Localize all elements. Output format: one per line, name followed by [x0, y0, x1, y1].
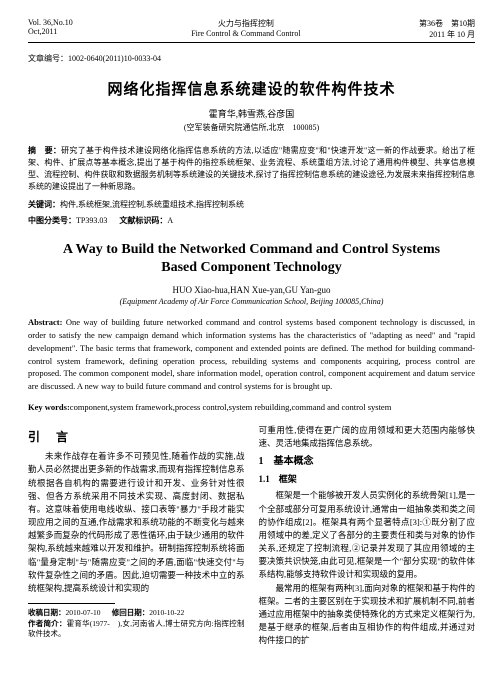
- journal-title-en: Fire Control & Command Control: [191, 29, 300, 38]
- keywords-en-label: Key words:: [28, 402, 70, 412]
- page-root: Vol. 36,No.10 Oct,2011 火力与指挥控制 Fire Cont…: [0, 0, 503, 665]
- rev-date: 2010-10-22: [149, 608, 184, 617]
- intro-heading: 引 言: [28, 428, 245, 447]
- section-1-heading: 1 基本概念: [259, 454, 476, 470]
- journal-title-cn: 火力与指挥控制: [191, 18, 300, 29]
- keywords-cn-text: 构件,系统框架,流程控制,系统重组技术,指挥控制系统: [60, 200, 244, 209]
- section-1-1-para1: 框架是一个能够被开发人员实例化的系统骨架[1],是一个全部或部分可复用系统设计,…: [259, 489, 476, 581]
- keywords-en: Key words:component,system framework,pro…: [28, 401, 475, 414]
- abstract-en-text: One way of building future networked com…: [28, 317, 475, 391]
- authors-en: HUO Xiao-hua,HAN Xue-yan,GU Yan-guo: [28, 285, 475, 295]
- running-header: Vol. 36,No.10 Oct,2011 火力与指挥控制 Fire Cont…: [28, 18, 475, 40]
- title-en: A Way to Build the Networked Command and…: [28, 241, 475, 277]
- footnote-rule: [28, 603, 115, 604]
- intro-paragraph: 未来作战存在着许多不可预见性,随着作战的实施,战勤人员必然提出更多新的作战需求,…: [28, 450, 245, 595]
- title-cn: 网络化指挥信息系统建设的软件构件技术: [28, 78, 475, 99]
- pub-date-cn: 2011 年 10 月: [419, 29, 475, 40]
- left-column: 引 言 未来作战存在着许多不可预见性,随着作战的实施,战勤人员必然提出更多新的作…: [28, 424, 245, 648]
- section-1-1-para2: 最常用的框架有两种[3],面向对象的框架和基于构件的框架。二者的主要区别在于实现…: [259, 582, 476, 648]
- rev-date-label: 修回日期：: [112, 608, 150, 617]
- header-rule: [28, 42, 475, 43]
- recv-date: 2010-07-10: [66, 608, 101, 617]
- body-columns: 引 言 未来作战存在着许多不可预见性,随着作战的实施,战勤人员必然提出更多新的作…: [28, 424, 475, 648]
- abstract-en: Abstract: One way of building future net…: [28, 316, 475, 393]
- affiliation-en: (Equipment Academy of Air Force Communic…: [28, 297, 475, 306]
- authors-cn: 霍育华,韩雪燕,谷彦国: [28, 107, 475, 120]
- header-right: 第36卷 第10期 2011 年 10 月: [419, 18, 475, 40]
- keywords-cn: 关键词：构件,系统框架,流程控制,系统重组技术,指挥控制系统: [28, 199, 475, 211]
- classification-line: 中图分类号：TP393.03 文献标识码：A: [28, 215, 475, 227]
- top-continuation: 可重用性,使得在更广阔的应用领域和更大范围内能够快速、灵活地集成指挥信息系统。: [259, 424, 476, 450]
- section-1-1-heading: 1.1 框架: [259, 473, 476, 487]
- keywords-cn-label: 关键词：: [28, 200, 60, 209]
- article-number: 文章编号：1002-0640(2011)10-0033-04: [28, 53, 475, 64]
- keywords-en-text: component,system framework,process contr…: [70, 402, 392, 412]
- doccode-label: 文献标识码：: [119, 216, 167, 225]
- recv-date-label: 收稿日期：: [28, 608, 66, 617]
- title-en-line2: Based Component Technology: [161, 260, 341, 275]
- title-en-line1: A Way to Build the Networked Command and…: [63, 242, 440, 257]
- header-left: Vol. 36,No.10 Oct,2011: [28, 18, 73, 40]
- right-column: 可重用性,使得在更广阔的应用领域和更大范围内能够快速、灵活地集成指挥信息系统。 …: [259, 424, 476, 648]
- clc-label: 中图分类号：: [28, 216, 76, 225]
- abstract-cn-text: 研究了基于构件技术建设网络化指挥信息系统的方法,以适应"随需应变"和"快速开发"…: [28, 146, 475, 191]
- abstract-cn-label: 摘 要：: [28, 146, 61, 155]
- pub-month: Oct,2011: [28, 27, 73, 36]
- abstract-en-label: Abstract:: [28, 317, 62, 327]
- header-center: 火力与指挥控制 Fire Control & Command Control: [191, 18, 300, 40]
- vol-issue: Vol. 36,No.10: [28, 18, 73, 27]
- footnote-block: 收稿日期：2010-07-10 修回日期：2010-10-22 作者简介：霍育华…: [28, 608, 245, 640]
- clc-value: TP393.03: [76, 216, 107, 225]
- vol-issue-cn: 第36卷 第10期: [419, 18, 475, 29]
- affiliation-cn: (空军装备研究院通信所,北京 100085): [28, 122, 475, 133]
- doccode-value: A: [167, 216, 173, 225]
- author-bio-label: 作者简介：: [28, 619, 67, 628]
- abstract-cn: 摘 要：研究了基于构件技术建设网络化指挥信息系统的方法,以适应"随需应变"和"快…: [28, 145, 475, 193]
